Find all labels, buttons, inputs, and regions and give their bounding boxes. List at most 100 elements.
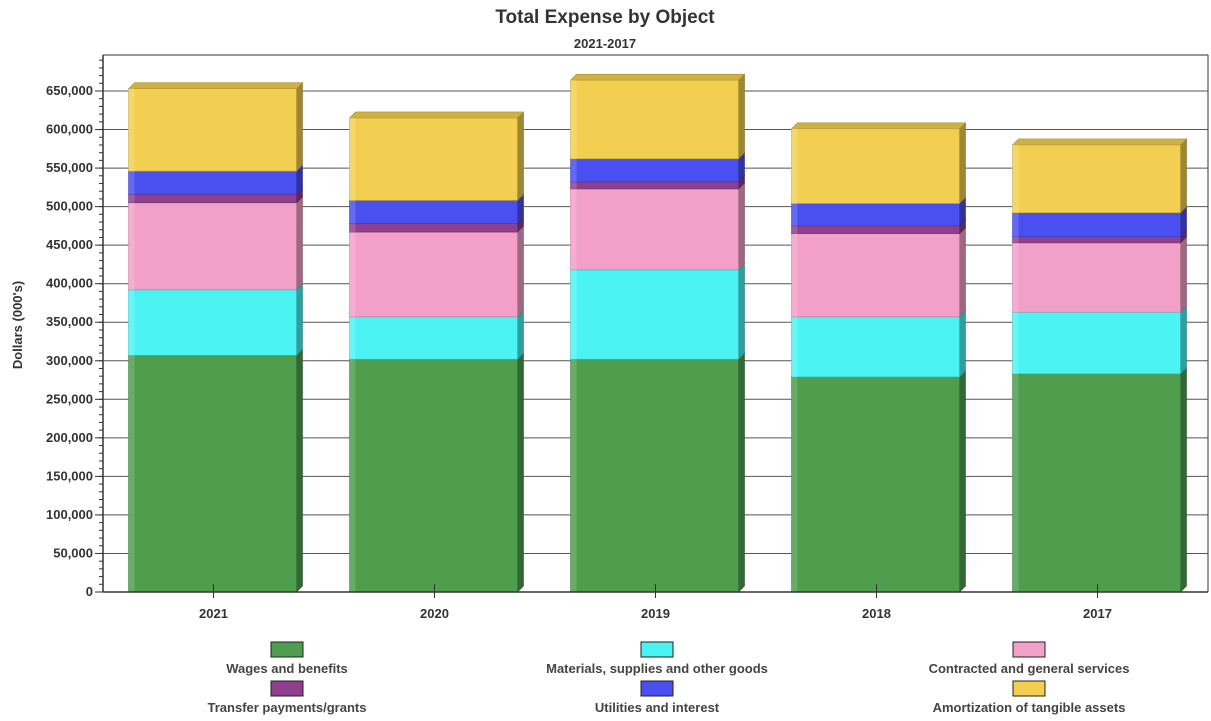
x-tick-label: 2017 [1083,606,1112,621]
bar-side-face [738,182,745,271]
bar-front-face [349,117,518,201]
bar-segment [348,225,525,318]
bar-top-face [569,73,746,81]
bar-side-face [738,352,745,593]
bar-side-face [296,283,303,357]
bar-front-face [1012,212,1181,237]
bar-highlight [570,269,577,360]
legend-swatch [640,641,674,658]
bar-front-face [349,358,518,593]
bar-side-face [959,226,966,318]
bar-highlight [791,316,798,377]
bars [127,73,1188,593]
legend-swatch [1012,641,1046,658]
bar-side-face [1180,305,1187,375]
bar-front-face [128,88,297,172]
bar-highlight [349,232,356,317]
bar-front-face [791,225,960,234]
x-tick-label: 2019 [641,606,670,621]
y-tick-label: 600,000 [46,122,93,137]
bar-side-face [517,111,524,202]
bar-side-face [517,310,524,360]
bar-side-face [959,370,966,593]
chart-subtitle: 2021-2017 [574,36,636,51]
bar-front-face [570,269,739,360]
bar-front-face [128,202,297,291]
axes: 0 50,000 100,000 150,000 200,000 250,000 300,0… [46,55,1208,621]
bar-segment [1011,138,1188,214]
bar-highlight [128,202,135,290]
bar-highlight [791,203,798,226]
legend: Wages and benefits Materials, supplies an… [208,641,1130,715]
bar-highlight [791,128,798,204]
legend-label: Contracted and general services [929,661,1130,676]
x-tick-label: 2020 [420,606,449,621]
bar-top-face [348,111,525,119]
bar-side-face [296,81,303,172]
bar-front-face [1012,144,1181,214]
chart-title: Total Expense by Object [495,7,715,28]
y-tick-label: 0 [86,584,93,599]
y-tick-label: 500,000 [46,199,93,214]
bar-side-face [517,352,524,593]
bar-front-face [1012,242,1181,313]
bar-front-face [1012,236,1181,244]
bar-segment [1011,236,1188,313]
y-tick-label: 550,000 [46,160,93,175]
legend-swatch [270,641,304,658]
bar-segment [569,263,746,360]
bar-highlight [1012,236,1019,243]
bar-segment [569,182,746,271]
legend-swatch [1012,680,1046,697]
bar-highlight [349,117,356,201]
bar-segment [790,226,967,318]
bar-segment [569,73,746,160]
bar-highlight [128,194,135,203]
bar-side-face [959,122,966,205]
bar-segment [790,310,967,378]
legend-swatch [640,680,674,697]
legend-label: Materials, supplies and other goods [546,661,768,676]
bar-front-face [128,355,297,593]
y-tick-label: 650,000 [46,83,93,98]
y-tick-label: 150,000 [46,468,93,483]
legend-label: Wages and benefits [226,661,348,676]
bar-highlight [570,181,577,189]
bar-highlight [349,223,356,233]
legend-label: Transfer payments/grants [208,700,367,715]
bar-front-face [791,203,960,227]
bar-highlight [1012,144,1019,213]
y-tick-label: 400,000 [46,276,93,291]
bar-highlight [570,188,577,270]
bar-front-face [349,231,518,318]
bar-front-face [570,358,739,593]
bar-front-face [349,223,518,233]
bar-highlight [791,233,798,317]
bar-side-face [738,73,745,160]
bar-side-face [1180,138,1187,214]
bar-segment [348,111,525,202]
bar-top-face [790,122,967,130]
bar-front-face [570,188,739,271]
bar-segment [569,352,746,593]
y-tick-label: 250,000 [46,391,93,406]
bar-highlight [128,289,135,356]
bar-side-face [1180,236,1187,313]
bar-highlight [1012,242,1019,313]
legend-label: Utilities and interest [595,700,720,715]
bar-front-face [570,181,739,190]
bar-segment [127,283,304,357]
bar-segment [348,310,525,360]
x-tick-label: 2018 [862,606,891,621]
bar-front-face [570,158,739,183]
bar-segment [127,348,304,593]
y-tick-label: 50,000 [53,545,93,560]
bar-segment [790,122,967,205]
bar-highlight [1012,373,1019,592]
y-tick-label: 100,000 [46,507,93,522]
bar-highlight [128,88,135,172]
bar-front-face [128,170,297,195]
bar-segment [790,370,967,593]
bar-highlight [791,376,798,592]
bar-segment [127,81,304,172]
